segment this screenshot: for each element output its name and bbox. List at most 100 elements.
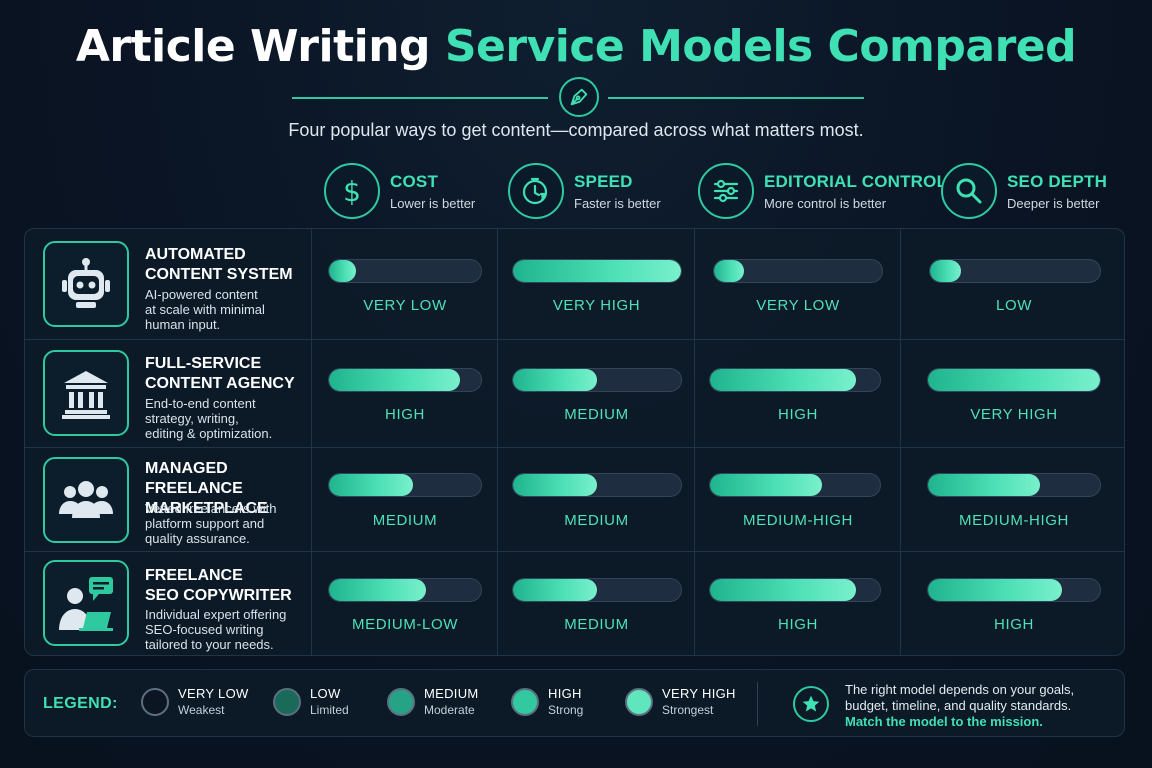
rating-cell-cost: VERY LOW (311, 229, 497, 339)
model-name: FULL-SERVICE CONTENT AGENCY (145, 355, 295, 392)
rating-bar (929, 259, 1101, 283)
stopwatch-icon (508, 163, 564, 219)
rating-label: MEDIUM (564, 512, 629, 529)
title-divider-left (292, 97, 548, 99)
rating-label: LOW (996, 297, 1032, 314)
rating-label: VERY HIGH (552, 297, 641, 314)
model-name: AUTOMATED CONTENT SYSTEM (145, 246, 293, 283)
title-part-1: Article Writing (75, 21, 431, 72)
rating-cell-cost: MEDIUM-LOW (311, 552, 497, 655)
legend: LEGEND: VERY LOW Weakest LOW Limited MED… (24, 669, 1125, 737)
rating-bar-fill (928, 579, 1063, 601)
rating-bar-fill (710, 579, 857, 601)
robot-icon (43, 241, 129, 327)
criterion-sub: More control is better (764, 195, 887, 211)
legend-item-low: LOW Limited (273, 686, 349, 717)
rating-label: MEDIUM-HIGH (743, 512, 853, 529)
rating-bar (512, 259, 682, 283)
rating-label: MEDIUM (564, 406, 629, 423)
table-row-agency: FULL-SERVICE CONTENT AGENCY End-to-end c… (25, 339, 1124, 447)
rating-bar-fill (930, 260, 961, 282)
magnifier-icon (941, 163, 997, 219)
rating-bar (713, 259, 883, 283)
rating-bar-fill (513, 474, 597, 496)
model-name: FREELANCE SEO COPYWRITER (145, 567, 292, 604)
rating-cell-cost: MEDIUM (311, 448, 497, 551)
rating-bar-fill (329, 260, 357, 282)
model-cell: AUTOMATED CONTENT SYSTEM AI-powered cont… (25, 229, 311, 339)
svg-text:$: $ (343, 175, 361, 208)
rating-label: MEDIUM (372, 512, 438, 529)
rating-bar (512, 473, 682, 497)
rating-cell-speed: MEDIUM (497, 552, 694, 655)
page-title: Article Writing Service Models Compared (0, 18, 1152, 76)
title-divider-right (608, 97, 864, 99)
legend-swatch (141, 687, 169, 716)
rating-label: HIGH (994, 616, 1034, 633)
legend-title: LEGEND: (43, 695, 118, 712)
rating-label: VERY LOW (756, 297, 840, 314)
group-icon (43, 457, 129, 543)
comparison-table: AUTOMATED CONTENT SYSTEM AI-powered cont… (24, 228, 1125, 656)
sliders-icon (698, 163, 754, 219)
legend-note: The right model depends on your goals, b… (845, 682, 1115, 730)
legend-sub: Weakest (178, 703, 225, 717)
rating-bar (709, 473, 881, 497)
rating-cell-seo: LOW (900, 229, 1124, 339)
criterion-name: COST (390, 171, 439, 191)
note-cta: Match the model to the mission. (845, 714, 1043, 729)
rating-bar (927, 473, 1101, 497)
rating-cell-speed: MEDIUM (497, 340, 694, 447)
model-description: Vetted freelancers with platform support… (145, 501, 277, 546)
rating-bar-fill (714, 260, 745, 282)
criterion-name: EDITORIAL CONTROL (764, 171, 948, 191)
criterion-cost: $ COST Lower is better (324, 163, 475, 219)
legend-sub: Limited (310, 703, 349, 717)
rating-bar-fill (329, 579, 427, 601)
rating-cell-seo: VERY HIGH (900, 340, 1124, 447)
bank-building-icon (43, 350, 129, 436)
rating-bar-fill (513, 579, 597, 601)
legend-label: HIGH (548, 686, 582, 701)
rating-cell-seo: HIGH (900, 552, 1124, 655)
model-cell: FULL-SERVICE CONTENT AGENCY End-to-end c… (25, 340, 311, 447)
legend-sub: Moderate (424, 703, 475, 717)
rating-cell-editorial: VERY LOW (694, 229, 900, 339)
rating-cell-cost: HIGH (311, 340, 497, 447)
table-row-automated: AUTOMATED CONTENT SYSTEM AI-powered cont… (25, 229, 1124, 339)
star-icon (793, 686, 829, 722)
criterion-sub: Faster is better (574, 195, 661, 211)
criterion-editorial-control: EDITORIAL CONTROL More control is better (698, 163, 947, 219)
rating-bar (709, 368, 881, 392)
table-row-copywriter: FREELANCE SEO COPYWRITER Individual expe… (25, 551, 1124, 655)
rating-bar (927, 578, 1101, 602)
rating-bar-fill (513, 260, 681, 282)
rating-label: MEDIUM-LOW (352, 616, 458, 633)
rating-bar (328, 578, 482, 602)
model-name: MANAGED FREELANCE MARKETPLACE (145, 460, 268, 517)
rating-bar-fill (928, 474, 1040, 496)
rating-cell-speed: MEDIUM (497, 448, 694, 551)
legend-swatch (511, 687, 539, 716)
criterion-name: SEO DEPTH (1007, 171, 1108, 191)
legend-item-medium: MEDIUM Moderate (387, 686, 479, 717)
rating-label: HIGH (778, 616, 818, 633)
legend-label: VERY HIGH (662, 686, 736, 701)
rating-label: VERY HIGH (970, 406, 1058, 423)
rating-bar-fill (329, 474, 413, 496)
model-description: End-to-end content strategy, writing, ed… (145, 396, 273, 441)
rating-bar (328, 473, 482, 497)
criterion-sub: Lower is better (390, 195, 476, 211)
rating-label: HIGH (385, 406, 425, 423)
rating-bar-fill (928, 369, 1100, 391)
writer-laptop-icon (43, 560, 129, 646)
criterion-seo-depth: SEO DEPTH Deeper is better (941, 163, 1107, 219)
rating-label: MEDIUM (564, 616, 629, 633)
legend-sub: Strong (548, 703, 584, 717)
rating-bar-fill (710, 369, 857, 391)
legend-swatch (387, 687, 415, 716)
model-cell: FREELANCE SEO COPYWRITER Individual expe… (25, 552, 311, 655)
pen-nib-icon (559, 77, 599, 117)
legend-swatch (625, 687, 653, 716)
rating-bar (512, 368, 682, 392)
